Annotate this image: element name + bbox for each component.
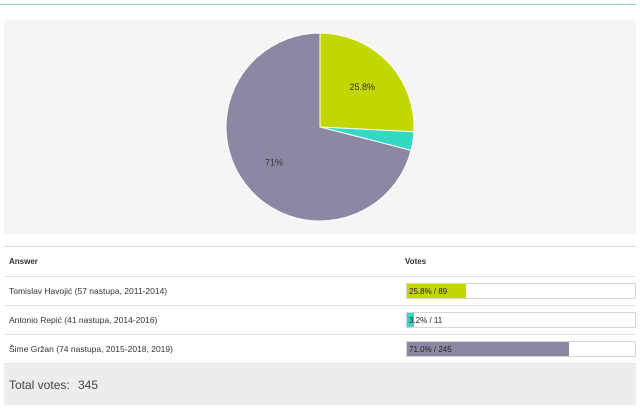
pie-slice-label: 71%	[265, 158, 283, 168]
answer-label: Antonio Repić (41 nastupa, 2014-2016)	[9, 315, 158, 325]
pie-chart: 25.8% 71%	[225, 32, 415, 222]
table-top-divider	[4, 246, 636, 247]
vote-bar-fill	[407, 313, 415, 327]
table-row: Antonio Repić (41 nastupa, 2014-2016) 3.…	[4, 306, 636, 335]
total-votes-label: Total votes:	[9, 378, 70, 392]
pie-slice-label: 25.8%	[349, 82, 375, 92]
vote-bar-fill	[407, 284, 466, 298]
pie-chart-panel: 25.8% 71%	[4, 20, 636, 234]
answer-column-header: Answer	[9, 257, 38, 266]
answer-label: Šime Gržan (74 nastupa, 2015-2018, 2019)	[9, 344, 173, 354]
total-votes-panel: Total votes: 345	[4, 364, 636, 405]
votes-column-header: Votes	[405, 257, 427, 266]
vote-bar: 71.0% / 245	[406, 341, 636, 357]
table-row: Šime Gržan (74 nastupa, 2015-2018, 2019)…	[4, 335, 636, 364]
table-row: Tomislav Havojić (57 nastupa, 2011-2014)…	[4, 277, 636, 306]
table-header-row: Answer Votes	[4, 247, 636, 277]
pie-slice	[225, 32, 412, 222]
vote-bar-fill	[407, 342, 569, 356]
vote-bar: 3.2% / 11	[406, 312, 636, 328]
top-divider	[0, 4, 636, 5]
pie-slice	[319, 32, 415, 133]
vote-bar: 25.8% / 89	[406, 283, 636, 299]
answer-label: Tomislav Havojić (57 nastupa, 2011-2014)	[9, 286, 168, 296]
total-votes-value: 345	[78, 378, 99, 392]
vote-value: 71.0% / 245	[409, 345, 452, 354]
vote-value: 25.8% / 89	[409, 287, 448, 296]
vote-value: 3.2% / 11	[409, 316, 443, 325]
